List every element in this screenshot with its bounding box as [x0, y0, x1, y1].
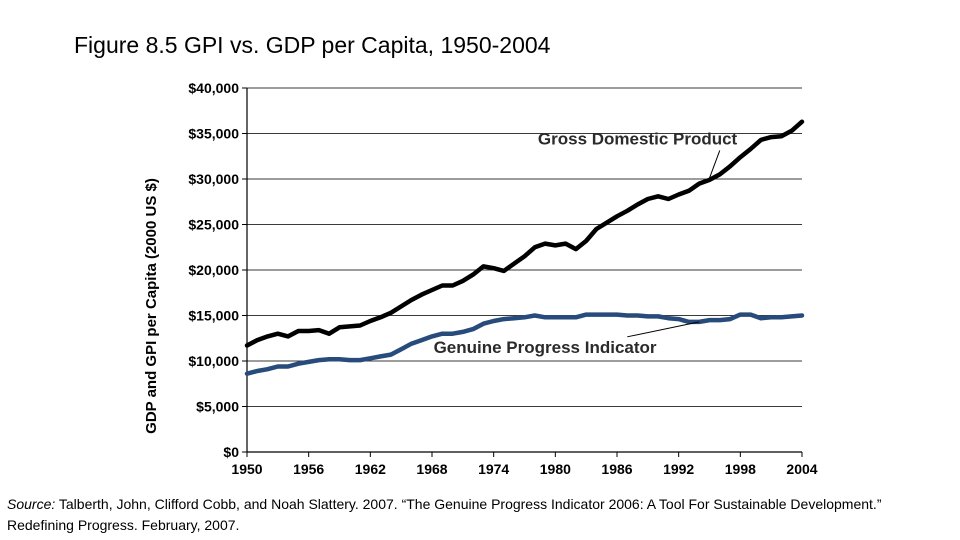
y-tick-labels: $0 $5,000 $10,000 $15,000 $20,000 $25,000 $30,… — [188, 80, 239, 460]
gdp-leader-line — [709, 150, 721, 179]
y-tick-label: $10,000 — [188, 353, 239, 369]
y-tick-label: $35,000 — [188, 126, 239, 142]
y-tick-label: $5,000 — [196, 399, 239, 415]
gpi-leader-line — [627, 321, 700, 338]
x-tick-label: 1968 — [416, 461, 447, 477]
x-tick-labels: 1950 1956 1962 1968 1974 1980 1986 1992 1998 2004 — [231, 461, 817, 477]
x-tick-label: 1986 — [601, 461, 632, 477]
series-labels: Gross Domestic Product Genuine Progress I… — [434, 129, 738, 356]
x-tick-label: 1998 — [725, 461, 756, 477]
gdp-gpi-chart: $0 $5,000 $10,000 $15,000 $20,000 $25,000 $30,… — [143, 80, 818, 477]
gpi-series-label: Genuine Progress Indicator — [434, 338, 657, 357]
y-tick-label: $30,000 — [188, 171, 239, 187]
x-tick-label: 1980 — [540, 461, 571, 477]
slide-title: Figure 8.5 GPI vs. GDP per Capita, 1950-… — [74, 32, 551, 58]
x-tick-label: 1962 — [355, 461, 386, 477]
x-tick-label: 1992 — [663, 461, 694, 477]
source-citation: Source: Talberth, John, Clifford Cobb, a… — [7, 494, 907, 536]
y-tick-label: $20,000 — [188, 262, 239, 278]
gdp-series-line — [244, 119, 805, 348]
y-axis-title: GDP and GPI per Capita (2000 US $) — [143, 178, 160, 434]
source-text: Talberth, John, Clifford Cobb, and Noah … — [7, 496, 882, 533]
series-lines — [244, 119, 805, 376]
axes — [242, 87, 803, 457]
y-tick-label: $40,000 — [188, 80, 239, 96]
y-tick-label: $25,000 — [188, 217, 239, 233]
x-tick-label: 1956 — [293, 461, 324, 477]
y-tick-label: $0 — [223, 444, 239, 460]
gpi-series-line — [244, 312, 805, 376]
x-tick-label: 2004 — [786, 461, 817, 477]
x-tick-label: 1974 — [478, 461, 509, 477]
x-tick-label: 1950 — [231, 461, 262, 477]
source-label: Source: — [7, 496, 56, 512]
gdp-series-label: Gross Domestic Product — [538, 129, 738, 148]
y-tick-label: $15,000 — [188, 308, 239, 324]
